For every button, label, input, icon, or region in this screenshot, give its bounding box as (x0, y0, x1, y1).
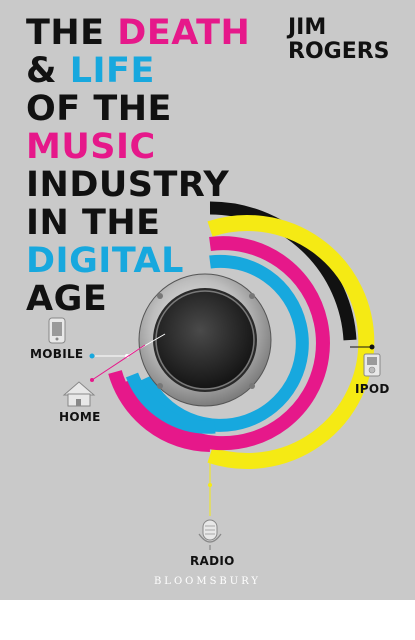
cyan-arc-right (140, 254, 309, 432)
mobile-phone-icon (48, 317, 66, 344)
label-radio: RADIO (190, 554, 235, 568)
home-icon (62, 381, 96, 407)
magenta-arc-left (108, 369, 211, 452)
title-line-7: DIGITAL (26, 241, 184, 281)
label-mobile: MOBILE (30, 347, 84, 361)
title-line-2: & LIFE (26, 51, 155, 91)
title-line-8: AGE (26, 279, 108, 319)
title-line-6: IN THE (26, 203, 161, 243)
title-line-3: OF THE (26, 89, 172, 129)
author-last-name: ROGERS (288, 39, 390, 64)
microphone-icon (198, 519, 222, 550)
cyan-arc-left (125, 372, 216, 434)
ipod-icon (363, 353, 381, 377)
book-cover: THE DEATH & LIFE OF THE MUSIC INDUSTRY I… (0, 0, 415, 600)
mobile-dot (89, 353, 95, 359)
speaker-screw (249, 293, 255, 299)
yellow-arc (207, 215, 375, 469)
speaker-illustration (48, 201, 381, 550)
publisher-logo-text: BLOOMSBURY (153, 576, 262, 587)
speaker-screw (157, 293, 163, 299)
speaker-screw (157, 383, 163, 389)
label-home: HOME (59, 410, 101, 424)
author-name: JIM ROGERS (288, 16, 390, 64)
ipod-dot (369, 344, 375, 350)
home-connector (91, 344, 146, 381)
label-ipod: IPOD (355, 382, 390, 396)
speaker-cone (157, 292, 253, 388)
bottom-margin (0, 600, 415, 640)
book-title: THE DEATH & LIFE OF THE MUSIC INDUSTRY I… (26, 14, 250, 318)
title-line-5: INDUSTRY (26, 165, 230, 205)
author-first-name: JIM (288, 15, 327, 40)
title-line-1: THE DEATH (26, 13, 251, 53)
speaker-screw (249, 383, 255, 389)
title-line-4: MUSIC (26, 127, 156, 167)
